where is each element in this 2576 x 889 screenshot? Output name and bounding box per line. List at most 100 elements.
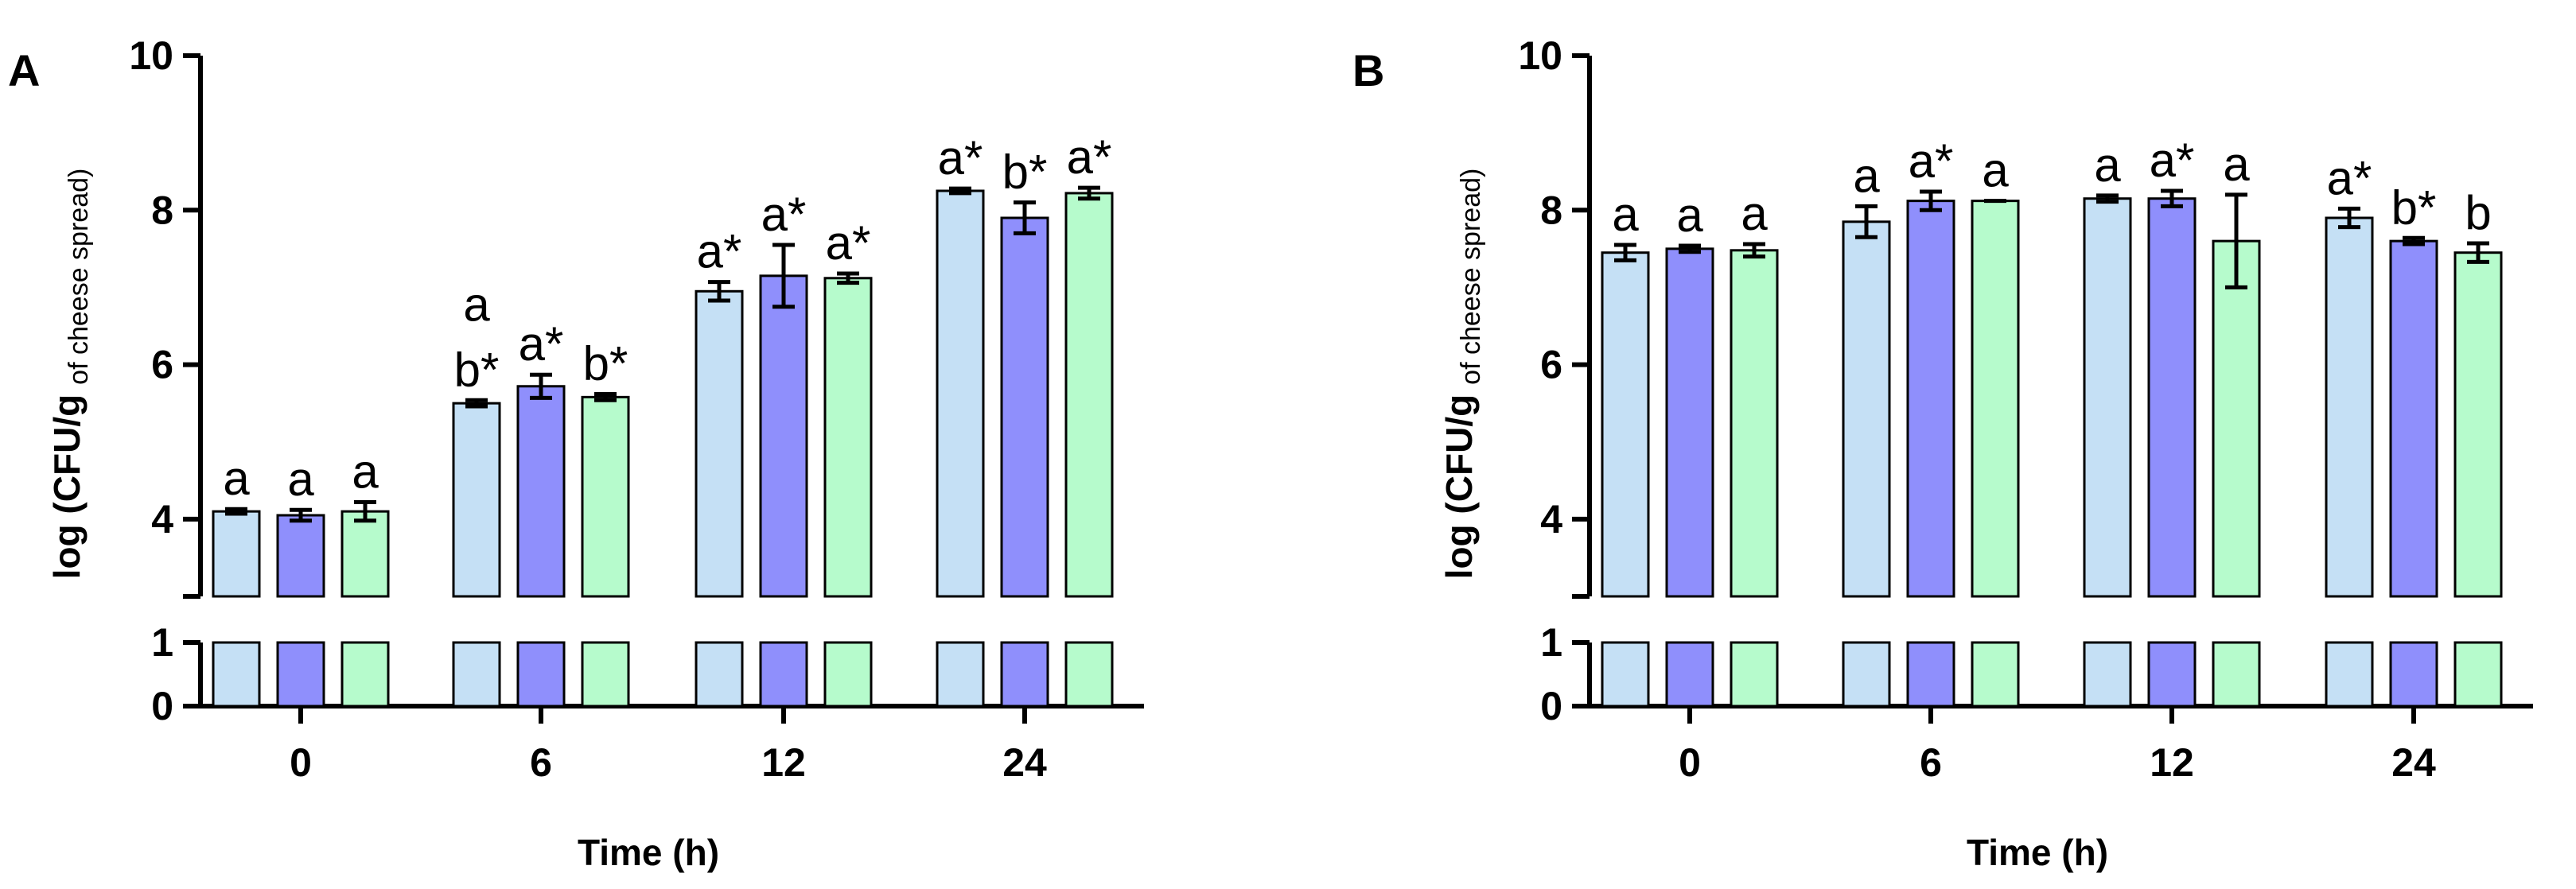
y-axis-title-main: log (CFU/g bbox=[46, 394, 88, 580]
bar bbox=[2325, 216, 2374, 598]
bar-lower bbox=[1971, 641, 2020, 708]
bar bbox=[276, 514, 325, 598]
significance-label: b* bbox=[583, 336, 628, 390]
bar-lower bbox=[759, 641, 808, 708]
y-axis-title-main: log (CFU/g bbox=[1438, 394, 1480, 580]
bar-lower bbox=[2325, 641, 2374, 708]
bar bbox=[2083, 197, 2132, 598]
bar bbox=[1730, 249, 1779, 598]
bar-lower bbox=[2453, 641, 2503, 708]
significance-label: a bbox=[2094, 138, 2121, 192]
x-tick-label: 12 bbox=[761, 740, 806, 785]
x-tick-label: 12 bbox=[2150, 740, 2194, 785]
y-tick-label: 4 bbox=[151, 497, 173, 542]
bar bbox=[452, 402, 501, 598]
x-tick-label: 6 bbox=[530, 740, 552, 785]
y-axis-title: log (CFU/g of cheese spread) bbox=[46, 169, 94, 580]
bar bbox=[695, 289, 744, 598]
bar-lower bbox=[452, 641, 501, 708]
bar-lower bbox=[1906, 641, 1955, 708]
significance-label: a* bbox=[1909, 134, 1954, 188]
y-tick-label: 6 bbox=[151, 343, 173, 387]
significance-label: a bbox=[1982, 144, 2009, 197]
significance-label: a bbox=[223, 452, 250, 505]
bar-lower bbox=[823, 641, 873, 708]
bar bbox=[1906, 200, 1955, 598]
significance-label: a bbox=[1853, 149, 1880, 202]
bar-lower bbox=[1064, 641, 1114, 708]
bar-lower bbox=[2147, 641, 2197, 708]
bar bbox=[1842, 220, 1891, 598]
bar bbox=[1601, 251, 1650, 598]
bar bbox=[1971, 200, 2020, 598]
y-tick-label: 10 bbox=[129, 33, 173, 78]
panel-letter: A bbox=[8, 45, 40, 95]
significance-label: a bbox=[1676, 188, 1703, 242]
bar-lower bbox=[2083, 641, 2132, 708]
significance-label: a* bbox=[1067, 130, 1112, 184]
y-tick-label: 0 bbox=[1540, 684, 1562, 728]
bar-lower bbox=[1842, 641, 1891, 708]
significance-label: a* bbox=[761, 188, 807, 241]
bar-lower bbox=[2212, 641, 2261, 708]
y-tick-label: 8 bbox=[151, 188, 173, 232]
bar-lower bbox=[581, 641, 630, 708]
bar bbox=[2453, 251, 2503, 598]
bar bbox=[581, 395, 630, 598]
significance-label: a bbox=[352, 444, 379, 498]
significance-label: a* bbox=[938, 131, 983, 184]
y-tick-label: 1 bbox=[151, 620, 173, 665]
x-tick-label: 24 bbox=[2391, 740, 2436, 785]
significance-label: a* bbox=[826, 216, 871, 270]
x-tick-label: 6 bbox=[1920, 740, 1942, 785]
bar-lower bbox=[516, 641, 566, 708]
significance-label: b bbox=[2465, 186, 2491, 239]
panel-letter: B bbox=[1352, 45, 1384, 95]
bar-lower bbox=[695, 641, 744, 708]
bar bbox=[340, 510, 390, 598]
bar-lower bbox=[2389, 641, 2438, 708]
x-axis-title: Time (h) bbox=[578, 832, 719, 873]
significance-label: a* bbox=[697, 225, 742, 278]
bar bbox=[516, 385, 566, 598]
significance-label: a bbox=[287, 452, 314, 506]
significance-label: a* bbox=[2327, 151, 2372, 204]
significance-label: a bbox=[463, 278, 490, 331]
significance-label: b* bbox=[2391, 181, 2437, 234]
x-tick-label: 0 bbox=[290, 740, 312, 785]
significance-label: a bbox=[1612, 188, 1639, 241]
significance-label: a* bbox=[519, 317, 564, 371]
x-tick-label: 0 bbox=[1679, 740, 1701, 785]
bar-lower bbox=[1665, 641, 1714, 708]
y-tick-label: 4 bbox=[1540, 497, 1562, 542]
significance-label: a* bbox=[2150, 134, 2195, 187]
x-axis-title: Time (h) bbox=[1967, 832, 2108, 873]
y-tick-label: 6 bbox=[1540, 343, 1562, 387]
y-tick-label: 10 bbox=[1518, 33, 1562, 78]
bar bbox=[823, 277, 873, 598]
y-axis-title-sub: of cheese spread) bbox=[64, 169, 94, 385]
y-tick-label: 0 bbox=[151, 684, 173, 728]
significance-label: b* bbox=[1002, 146, 1048, 199]
bar bbox=[759, 274, 808, 598]
y-tick-label: 1 bbox=[1540, 620, 1562, 665]
bar-lower bbox=[936, 641, 985, 708]
x-tick-label: 24 bbox=[1002, 740, 1047, 785]
bar-lower bbox=[1601, 641, 1650, 708]
bar bbox=[212, 510, 261, 598]
bar-lower bbox=[212, 641, 261, 708]
bar-lower bbox=[276, 641, 325, 708]
bar bbox=[1665, 247, 1714, 598]
bar bbox=[1000, 216, 1049, 598]
bar bbox=[1064, 192, 1114, 598]
bar bbox=[2212, 239, 2261, 598]
bar bbox=[2147, 197, 2197, 598]
bar bbox=[936, 189, 985, 598]
bar-lower bbox=[1000, 641, 1049, 708]
bar-lower bbox=[340, 641, 390, 708]
bar bbox=[2389, 239, 2438, 598]
significance-label: b* bbox=[454, 343, 500, 396]
